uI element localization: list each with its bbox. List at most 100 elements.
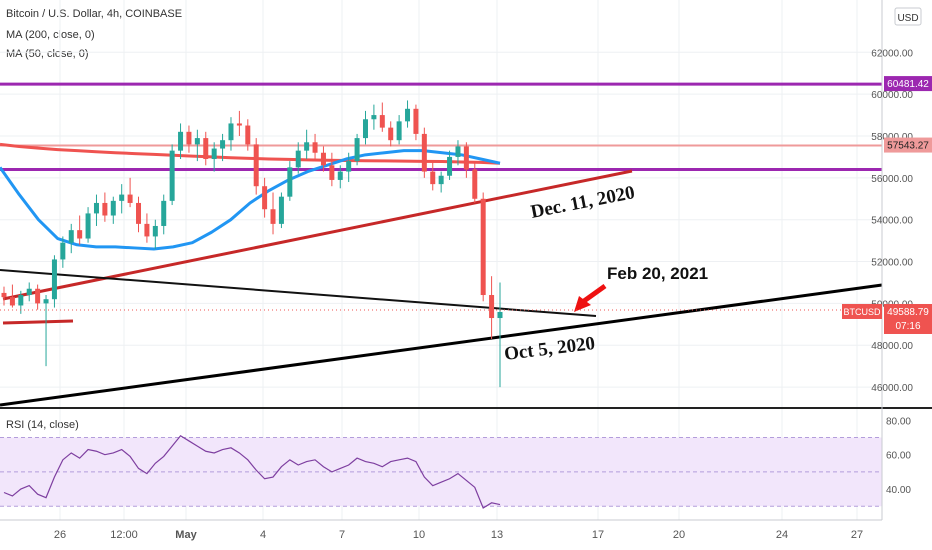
candle-body bbox=[497, 311, 503, 319]
red-rising-trendline bbox=[2, 169, 633, 301]
candle-body bbox=[220, 140, 226, 149]
black-descending-trendline bbox=[0, 269, 597, 317]
candle-body bbox=[119, 194, 125, 201]
x-tick-label: 26 bbox=[54, 529, 66, 541]
x-tick-label: 24 bbox=[776, 529, 788, 541]
black-rising-trendline bbox=[0, 283, 883, 407]
candle-body bbox=[438, 175, 444, 185]
y-tick-label: 56000.00 bbox=[871, 174, 913, 185]
candle-body bbox=[463, 146, 469, 170]
x-tick-label: 27 bbox=[851, 529, 863, 541]
candle-body bbox=[203, 138, 209, 160]
candle-body bbox=[354, 138, 360, 162]
candle-body bbox=[236, 123, 242, 126]
candle-body bbox=[1, 292, 7, 298]
rsi-legend: RSI (14, close) bbox=[6, 419, 79, 431]
candle-body bbox=[9, 297, 15, 306]
candle-body bbox=[102, 202, 108, 216]
candle-body bbox=[447, 156, 453, 176]
candle-body bbox=[489, 295, 495, 319]
candle-body bbox=[304, 142, 310, 151]
candle-body bbox=[320, 152, 326, 166]
x-tick-label: 12:00 bbox=[110, 529, 138, 541]
price-tag bbox=[884, 76, 932, 92]
candle-body bbox=[161, 200, 167, 226]
candle-body bbox=[287, 167, 293, 197]
candle-body bbox=[253, 144, 259, 187]
candle-body bbox=[346, 161, 352, 172]
candle-body bbox=[270, 209, 276, 224]
annotation-feb-20: Feb 20, 2021 bbox=[607, 264, 708, 283]
x-tick-label: 7 bbox=[339, 529, 345, 541]
candle-body bbox=[43, 299, 49, 304]
candle-body bbox=[337, 171, 343, 180]
candle-body bbox=[480, 198, 486, 296]
candle-body bbox=[60, 242, 66, 260]
y-tick-label: 48000.00 bbox=[871, 341, 913, 352]
candle-body bbox=[169, 150, 175, 201]
candle-body bbox=[68, 230, 74, 243]
price-tag-label: 49588.79 bbox=[887, 307, 929, 318]
candle-body bbox=[262, 186, 268, 210]
candle-body bbox=[178, 131, 184, 151]
candle-body bbox=[211, 148, 217, 160]
x-tick-label: May bbox=[175, 529, 197, 541]
candle-body bbox=[295, 150, 301, 168]
x-tick-label: 20 bbox=[673, 529, 685, 541]
price-tag-label: 57543.27 bbox=[887, 141, 929, 152]
annotation-arrow-head bbox=[574, 296, 591, 312]
rsi-tick-label: 80.00 bbox=[886, 416, 911, 427]
ma200-legend: MA (200, close, 0) bbox=[6, 29, 95, 41]
candle-body bbox=[405, 108, 411, 122]
symbol-label: BTCUSD bbox=[843, 307, 881, 317]
y-tick-label: 52000.00 bbox=[871, 258, 913, 269]
red-wedge-bottom bbox=[2, 319, 74, 325]
candle-body bbox=[144, 223, 150, 237]
candle-body bbox=[312, 142, 318, 153]
candle-body bbox=[127, 194, 133, 203]
candle-body bbox=[371, 115, 377, 120]
y-tick-label: 46000.00 bbox=[871, 383, 913, 394]
candle-body bbox=[430, 171, 436, 185]
candle-body bbox=[278, 196, 284, 224]
annotation-arrow-shaft bbox=[582, 283, 607, 304]
candle-body bbox=[329, 165, 335, 180]
candle-body bbox=[421, 133, 427, 172]
candle-body bbox=[245, 125, 251, 145]
symbol-tag bbox=[842, 303, 882, 319]
price-tag-label: 60481.42 bbox=[887, 79, 929, 90]
currency-label: USD bbox=[897, 13, 918, 24]
candle-body bbox=[228, 123, 234, 141]
candle-body bbox=[396, 121, 402, 141]
x-tick-label: 17 bbox=[592, 529, 604, 541]
candle-body bbox=[35, 288, 41, 304]
currency-badge[interactable] bbox=[894, 7, 922, 26]
candle-body bbox=[110, 200, 116, 216]
rsi-tick-label: 60.00 bbox=[886, 451, 911, 462]
ma200-line bbox=[0, 142, 501, 165]
price-tag bbox=[884, 303, 932, 334]
candle-body bbox=[51, 259, 57, 300]
candle-body bbox=[362, 119, 368, 139]
countdown-label: 07:16 bbox=[895, 321, 920, 332]
chart-title: Bitcoin / U.S. Dollar, 4h, COINBASE bbox=[6, 8, 183, 20]
x-tick-label: 13 bbox=[491, 529, 503, 541]
candle-body bbox=[472, 169, 478, 199]
y-tick-label: 60000.00 bbox=[871, 90, 913, 101]
ma50-legend: MA (50, close, 0) bbox=[6, 48, 89, 60]
candle-body bbox=[413, 108, 419, 134]
price-tag bbox=[884, 137, 932, 153]
rsi-tick-label: 40.00 bbox=[886, 485, 911, 496]
rsi-line bbox=[3, 434, 501, 509]
candle-body bbox=[18, 295, 24, 306]
candle-body bbox=[388, 127, 394, 141]
annotation-oct-5: Oct 5, 2020 bbox=[503, 333, 596, 365]
candle-body bbox=[77, 230, 83, 239]
y-tick-label: 54000.00 bbox=[871, 216, 913, 227]
x-tick-label: 10 bbox=[413, 529, 425, 541]
candle-body bbox=[379, 115, 385, 128]
candle-body bbox=[455, 146, 461, 157]
candle-body bbox=[186, 131, 192, 145]
candle-body bbox=[85, 213, 91, 239]
